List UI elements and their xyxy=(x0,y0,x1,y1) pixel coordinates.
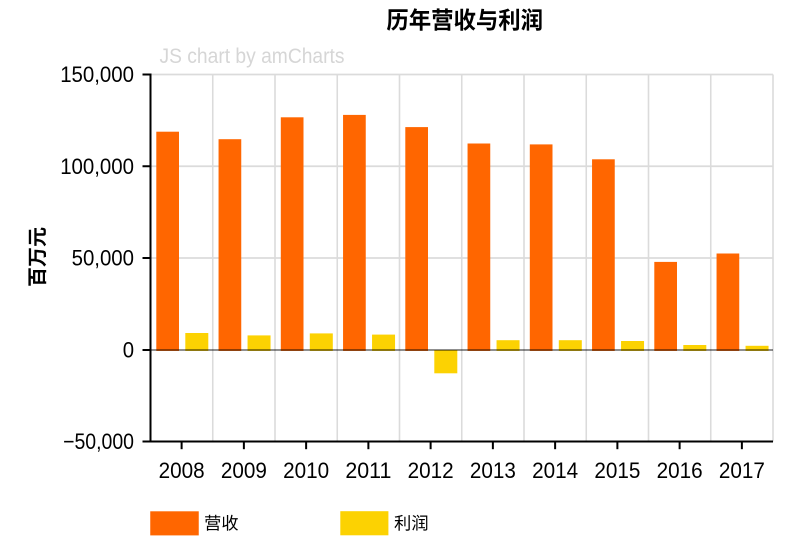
svg-text:JS chart by amCharts: JS chart by amCharts xyxy=(160,43,345,68)
svg-text:2013: 2013 xyxy=(470,458,516,483)
svg-text:2012: 2012 xyxy=(408,458,454,483)
svg-text:0: 0 xyxy=(123,338,134,363)
svg-text:2009: 2009 xyxy=(221,458,267,483)
svg-text:2008: 2008 xyxy=(159,458,205,483)
svg-text:50,000: 50,000 xyxy=(72,246,134,271)
svg-text:−50,000: −50,000 xyxy=(63,429,134,454)
svg-text:100,000: 100,000 xyxy=(60,154,134,179)
svg-text:2011: 2011 xyxy=(345,458,391,483)
svg-text:2015: 2015 xyxy=(594,458,640,483)
svg-text:150,000: 150,000 xyxy=(60,62,134,87)
svg-text:2016: 2016 xyxy=(657,458,703,483)
svg-text:2014: 2014 xyxy=(532,458,578,483)
svg-text:2017: 2017 xyxy=(719,458,765,483)
svg-text:2010: 2010 xyxy=(283,458,329,483)
